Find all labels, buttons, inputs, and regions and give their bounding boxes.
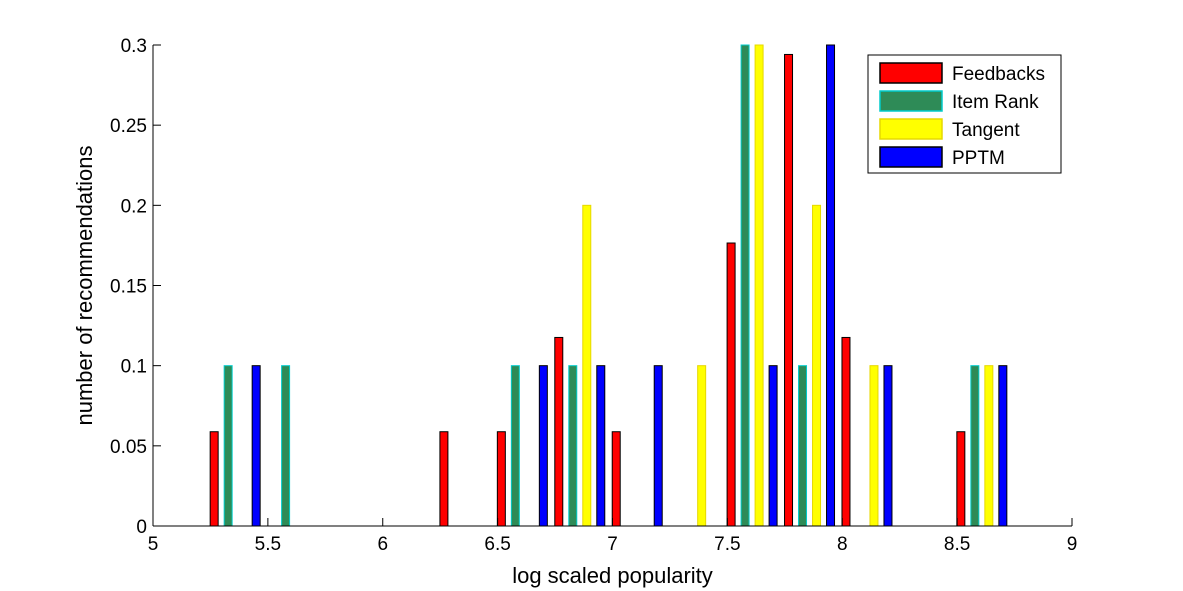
- bar-item-rank: [568, 365, 578, 527]
- y-tick-label: 0.3: [121, 36, 147, 57]
- bar-feedbacks: [554, 336, 564, 527]
- bar-feedbacks: [784, 53, 794, 527]
- y-tick-label: 0.25: [110, 116, 147, 137]
- legend-label: Feedbacks: [952, 64, 1045, 85]
- x-tick-label: 8.5: [944, 534, 970, 555]
- bars-group: [209, 44, 1008, 527]
- legend-swatch: [879, 146, 943, 168]
- legend-swatch: [879, 90, 943, 112]
- bar-item-rank: [223, 365, 233, 527]
- legend-label: Tangent: [952, 120, 1020, 141]
- bar-item-rank: [798, 365, 808, 527]
- bar-feedbacks: [439, 431, 449, 527]
- bar-tangent: [869, 365, 879, 527]
- bar-item-rank: [281, 365, 291, 527]
- y-tick-label: 0: [136, 517, 147, 538]
- bar-pptm: [653, 365, 663, 527]
- bar-pptm: [251, 365, 261, 527]
- x-tick-label: 5.5: [255, 534, 281, 555]
- bar-tangent: [582, 204, 592, 527]
- bar-tangent: [812, 204, 822, 527]
- bar-feedbacks: [496, 431, 506, 527]
- x-tick-label: 7.5: [714, 534, 740, 555]
- x-tick-label: 8: [837, 534, 848, 555]
- legend-label: PPTM: [952, 148, 1005, 169]
- bar-feedbacks: [726, 242, 736, 527]
- y-tick-label: 0.15: [110, 277, 147, 298]
- legend-label: Item Rank: [952, 92, 1039, 113]
- ticks-group: 5 5.5 6 6.5 7 7.5 8 8.5 9 0 0.05 0.1 0.15 0.2 0.25 0.3: [110, 36, 1077, 555]
- y-tick-label: 0.1: [121, 357, 147, 378]
- x-tick-label: 5: [148, 534, 159, 555]
- bar-feedbacks: [611, 431, 621, 527]
- bar-tangent: [697, 365, 707, 527]
- bar-pptm: [883, 365, 893, 527]
- y-tick-label: 0.05: [110, 437, 147, 458]
- x-axis-label: log scaled popularity: [512, 563, 713, 588]
- bar-feedbacks: [841, 336, 851, 527]
- bar-feedbacks: [209, 431, 219, 527]
- bar-pptm: [538, 365, 548, 527]
- bar-feedbacks: [956, 431, 966, 527]
- bar-tangent: [754, 44, 764, 527]
- x-tick-label: 9: [1067, 534, 1078, 555]
- legend: Feedbacks Item Rank Tangent PPTM: [867, 54, 1062, 174]
- legend-swatch: [879, 62, 943, 84]
- bar-item-rank: [510, 365, 520, 527]
- x-tick-label: 6.5: [484, 534, 510, 555]
- bar-pptm: [998, 365, 1008, 527]
- y-tick-label: 0.2: [121, 196, 147, 217]
- bar-item-rank: [970, 365, 980, 527]
- bar-pptm: [768, 365, 778, 527]
- x-tick-label: 7: [607, 534, 618, 555]
- legend-swatch: [879, 118, 943, 140]
- x-tick-label: 6: [377, 534, 388, 555]
- bar-pptm: [596, 365, 606, 527]
- y-axis-label: number of recommendations: [72, 145, 97, 425]
- bar-tangent: [984, 365, 994, 527]
- bar-pptm: [826, 44, 836, 527]
- bar-item-rank: [740, 44, 750, 527]
